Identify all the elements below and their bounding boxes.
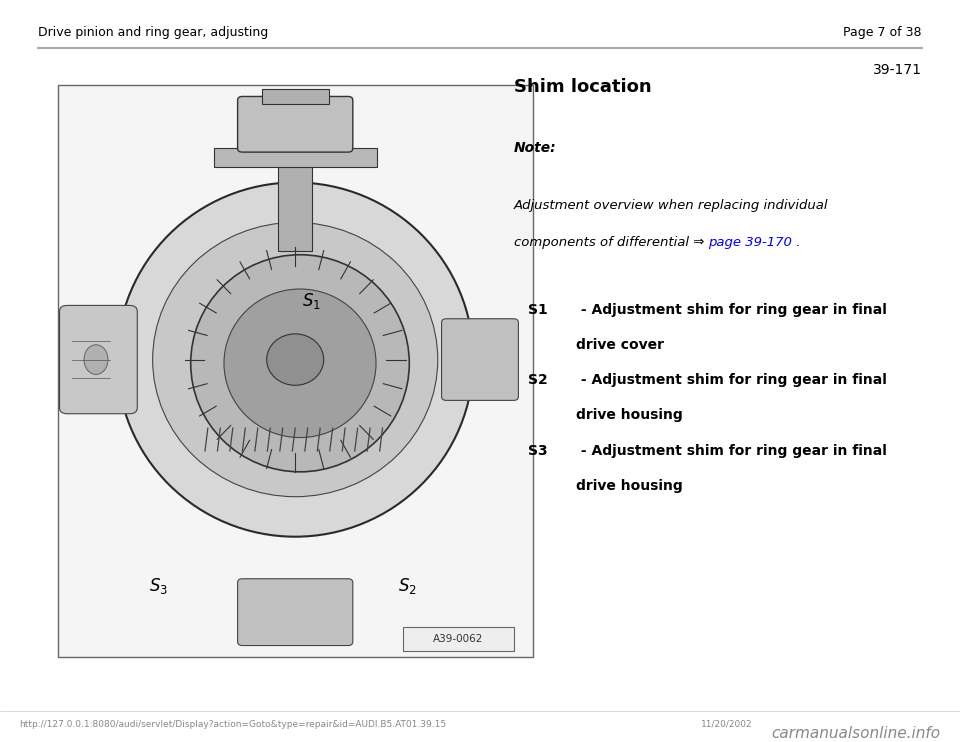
Ellipse shape xyxy=(153,223,438,496)
Ellipse shape xyxy=(191,255,409,472)
Text: 11/20/2002: 11/20/2002 xyxy=(701,720,753,729)
Bar xyxy=(261,89,328,104)
Text: carmanualsonline.info: carmanualsonline.info xyxy=(772,726,941,741)
Bar xyxy=(278,125,312,251)
Ellipse shape xyxy=(224,289,376,438)
Text: $\mathit{S}_2$: $\mathit{S}_2$ xyxy=(398,577,418,596)
Bar xyxy=(213,148,376,167)
Text: $\mathit{S}_3$: $\mathit{S}_3$ xyxy=(149,577,168,596)
Text: - Adjustment shim for ring gear in final: - Adjustment shim for ring gear in final xyxy=(576,303,887,317)
Text: drive cover: drive cover xyxy=(576,338,664,352)
Text: page 39-170: page 39-170 xyxy=(708,236,792,249)
Text: Drive pinion and ring gear, adjusting: Drive pinion and ring gear, adjusting xyxy=(38,26,269,39)
Text: Note:: Note: xyxy=(514,141,556,155)
Text: drive housing: drive housing xyxy=(576,408,683,422)
Text: page 39-170: page 39-170 xyxy=(708,236,792,249)
Text: .: . xyxy=(792,236,801,249)
Text: - Adjustment shim for ring gear in final: - Adjustment shim for ring gear in final xyxy=(576,373,887,387)
Bar xyxy=(58,85,533,657)
Ellipse shape xyxy=(117,183,473,536)
Text: http://127.0.0.1:8080/audi/servlet/Display?action=Goto&type=repair&id=AUDI.B5.AT: http://127.0.0.1:8080/audi/servlet/Displ… xyxy=(19,720,446,729)
Ellipse shape xyxy=(267,334,324,385)
Text: Shim location: Shim location xyxy=(514,78,651,96)
Text: components of differential ⇒: components of differential ⇒ xyxy=(514,236,708,249)
Text: S3: S3 xyxy=(528,444,547,458)
Text: drive housing: drive housing xyxy=(576,479,683,493)
Text: 39-171: 39-171 xyxy=(873,63,922,77)
Text: Adjustment overview when replacing individual: Adjustment overview when replacing indiv… xyxy=(514,199,828,212)
Text: $\mathit{S}_1$: $\mathit{S}_1$ xyxy=(302,291,322,310)
FancyBboxPatch shape xyxy=(60,306,137,414)
Text: S2: S2 xyxy=(528,373,548,387)
Text: Page 7 of 38: Page 7 of 38 xyxy=(843,26,922,39)
FancyBboxPatch shape xyxy=(238,579,353,646)
FancyBboxPatch shape xyxy=(238,96,353,152)
Text: S1: S1 xyxy=(528,303,548,317)
Text: A39-0062: A39-0062 xyxy=(433,634,484,644)
Text: - Adjustment shim for ring gear in final: - Adjustment shim for ring gear in final xyxy=(576,444,887,458)
Text: components of differential ⇒: components of differential ⇒ xyxy=(514,236,708,249)
Bar xyxy=(403,627,514,651)
FancyBboxPatch shape xyxy=(442,319,518,401)
Ellipse shape xyxy=(84,345,108,375)
